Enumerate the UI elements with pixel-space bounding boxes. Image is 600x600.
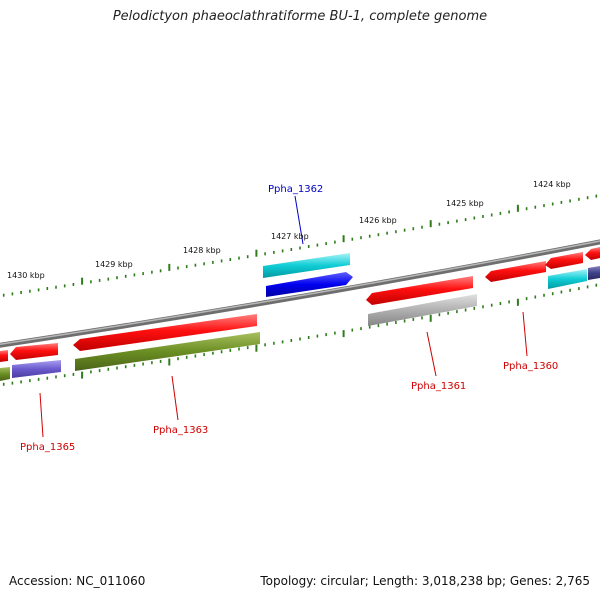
gene-bar-olive[interactable] [0, 367, 10, 381]
genome-backbone [0, 239, 600, 348]
inner-tick-ruler [2, 283, 598, 386]
gene-label-ppha-1362[interactable]: Ppha_1362 [268, 184, 323, 195]
ruler-label-1428: 1428 kbp [183, 246, 221, 255]
gene-arrow-ppha-1361[interactable] [366, 276, 473, 305]
gene-arrow-cyan[interactable] [263, 253, 350, 278]
gene-label-ppha-1363[interactable]: Ppha_1363 [153, 425, 208, 436]
gene-label-ppha-1361[interactable]: Ppha_1361 [411, 381, 466, 392]
gene-label-ppha-1360[interactable]: Ppha_1360 [503, 361, 558, 372]
outer-strand-genes [0, 247, 600, 362]
ruler-label-1427: 1427 kbp [271, 232, 309, 241]
genome-summary-text: Topology: circular; Length: 3,018,238 bp… [260, 574, 590, 588]
ruler-label-1426: 1426 kbp [359, 216, 397, 225]
outer-tick-ruler [2, 194, 598, 297]
ruler-label-1425: 1425 kbp [446, 199, 484, 208]
gene-arrow-red[interactable] [545, 252, 583, 269]
map-title: Pelodictyon phaeoclathratiforme BU-1, co… [112, 9, 488, 24]
ruler-label-1430: 1430 kbp [7, 271, 45, 280]
gene-bar-cyan[interactable] [548, 269, 587, 289]
gene-bar-navy[interactable] [588, 266, 600, 280]
gene-bar-ppha-1363[interactable] [75, 332, 260, 371]
gene-label-leaders [39, 195, 528, 438]
gene-arrow-ppha-1362[interactable] [266, 272, 353, 297]
gene-arrow-ppha-1363-partner[interactable] [73, 314, 257, 351]
accession-text: Accession: NC_011060 [9, 574, 146, 588]
gene-arrow-ppha-1360[interactable] [485, 261, 546, 282]
inner-strand-genes [0, 266, 600, 381]
ruler-label-1429: 1429 kbp [95, 260, 133, 269]
gene-arrow-red[interactable] [0, 350, 8, 362]
genome-backbone-highlight [0, 240, 600, 346]
gene-label-ppha-1365[interactable]: Ppha_1365 [20, 442, 75, 453]
gene-arrow-red[interactable] [10, 343, 58, 360]
gene-bar-ppha-1365[interactable] [12, 360, 61, 378]
gene-bar-ppha-1361-partner[interactable] [368, 294, 477, 326]
gene-arrow-red[interactable] [585, 247, 600, 260]
ruler-label-1424: 1424 kbp [533, 180, 571, 189]
